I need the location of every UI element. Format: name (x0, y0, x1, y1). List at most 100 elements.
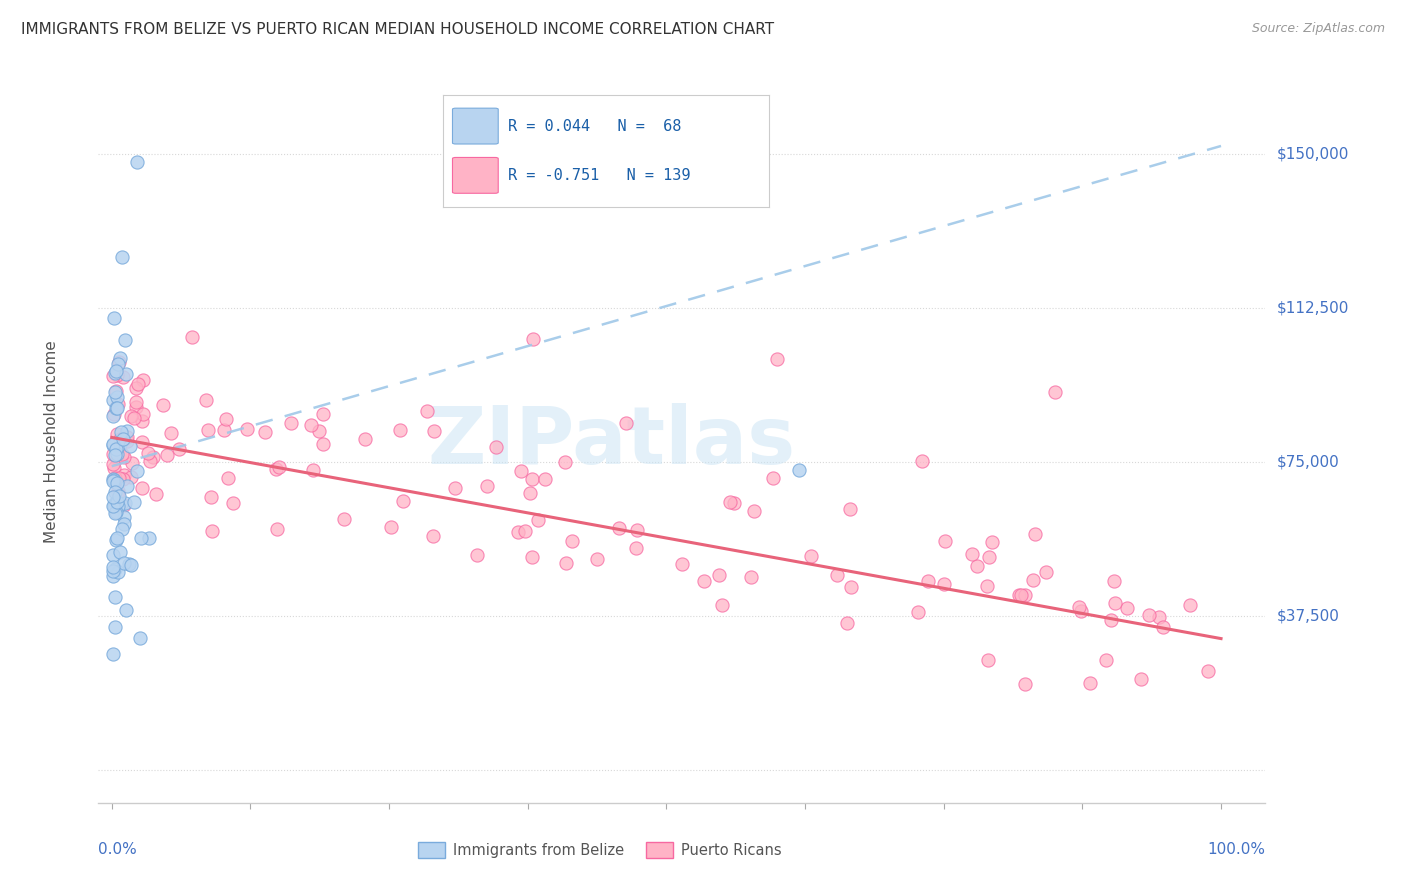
Point (103, 311, 125, 326)
Point (131, 435, 153, 450)
Point (108, 355, 131, 369)
Point (522, 332, 544, 346)
Point (131, 414, 153, 428)
Point (710, 599, 733, 613)
Point (444, 481, 467, 495)
Point (101, 436, 124, 450)
Point (103, 392, 125, 407)
Point (311, 436, 333, 450)
Point (235, 422, 257, 436)
Point (308, 424, 330, 438)
Point (197, 423, 219, 437)
Point (934, 577, 956, 591)
Text: Median Household Income: Median Household Income (44, 340, 59, 543)
Point (101, 409, 124, 424)
Point (1078, 675, 1101, 690)
Point (108, 351, 131, 365)
Point (1035, 565, 1057, 579)
Point (522, 472, 544, 486)
Point (108, 432, 131, 446)
Point (120, 470, 142, 484)
Point (709, 568, 731, 582)
Point (127, 376, 149, 391)
Point (160, 425, 183, 440)
Point (561, 533, 583, 548)
Point (1137, 608, 1160, 623)
Point (200, 490, 222, 504)
Point (107, 489, 129, 503)
Point (112, 516, 135, 531)
Point (105, 442, 128, 456)
Point (103, 548, 125, 562)
Point (104, 485, 127, 500)
Point (121, 456, 143, 470)
Point (145, 487, 167, 501)
Point (112, 432, 135, 446)
Point (107, 531, 129, 545)
Point (101, 569, 124, 583)
Point (107, 483, 129, 498)
Point (105, 505, 128, 519)
Text: Source: ZipAtlas.com: Source: ZipAtlas.com (1251, 22, 1385, 36)
Point (1152, 620, 1174, 634)
Point (136, 446, 159, 460)
Point (586, 552, 609, 566)
Text: $37,500: $37,500 (1277, 608, 1340, 624)
Point (117, 434, 139, 449)
Point (104, 561, 127, 575)
Point (125, 381, 148, 395)
Point (510, 464, 533, 478)
Point (513, 524, 536, 538)
Point (762, 471, 785, 485)
Point (180, 330, 202, 344)
Point (105, 401, 128, 415)
Point (485, 440, 508, 454)
Point (105, 494, 128, 508)
Text: 0.0%: 0.0% (98, 842, 138, 856)
Point (112, 498, 135, 512)
Point (800, 549, 823, 564)
Point (467, 548, 489, 562)
Point (104, 496, 127, 510)
Point (103, 499, 125, 513)
Point (104, 506, 127, 520)
Point (105, 450, 128, 465)
Point (766, 352, 789, 367)
Point (118, 557, 141, 571)
Point (217, 470, 239, 484)
Point (422, 529, 444, 543)
Point (1024, 527, 1046, 541)
Point (107, 565, 129, 579)
Point (626, 524, 648, 538)
Point (1008, 588, 1031, 602)
Point (101, 564, 124, 578)
Point (977, 549, 1000, 564)
Point (115, 479, 138, 493)
Point (107, 397, 129, 411)
Point (110, 497, 132, 511)
Point (105, 401, 128, 416)
Point (301, 463, 323, 477)
Point (103, 447, 125, 461)
Point (1021, 573, 1043, 587)
Point (138, 531, 160, 545)
Point (101, 475, 124, 489)
Point (389, 423, 412, 437)
Text: 100.0%: 100.0% (1208, 842, 1265, 856)
Text: ZIPatlas: ZIPatlas (427, 402, 796, 481)
Point (112, 467, 135, 482)
Point (477, 479, 499, 493)
Point (104, 385, 127, 400)
Point (1014, 588, 1036, 602)
Point (267, 460, 290, 475)
Point (1070, 604, 1092, 618)
Point (125, 155, 148, 169)
Point (156, 448, 179, 462)
Point (114, 333, 136, 347)
Point (299, 418, 322, 433)
Point (718, 495, 741, 509)
Point (1104, 596, 1126, 610)
Point (142, 450, 165, 464)
Point (966, 558, 988, 573)
Point (1102, 574, 1125, 588)
